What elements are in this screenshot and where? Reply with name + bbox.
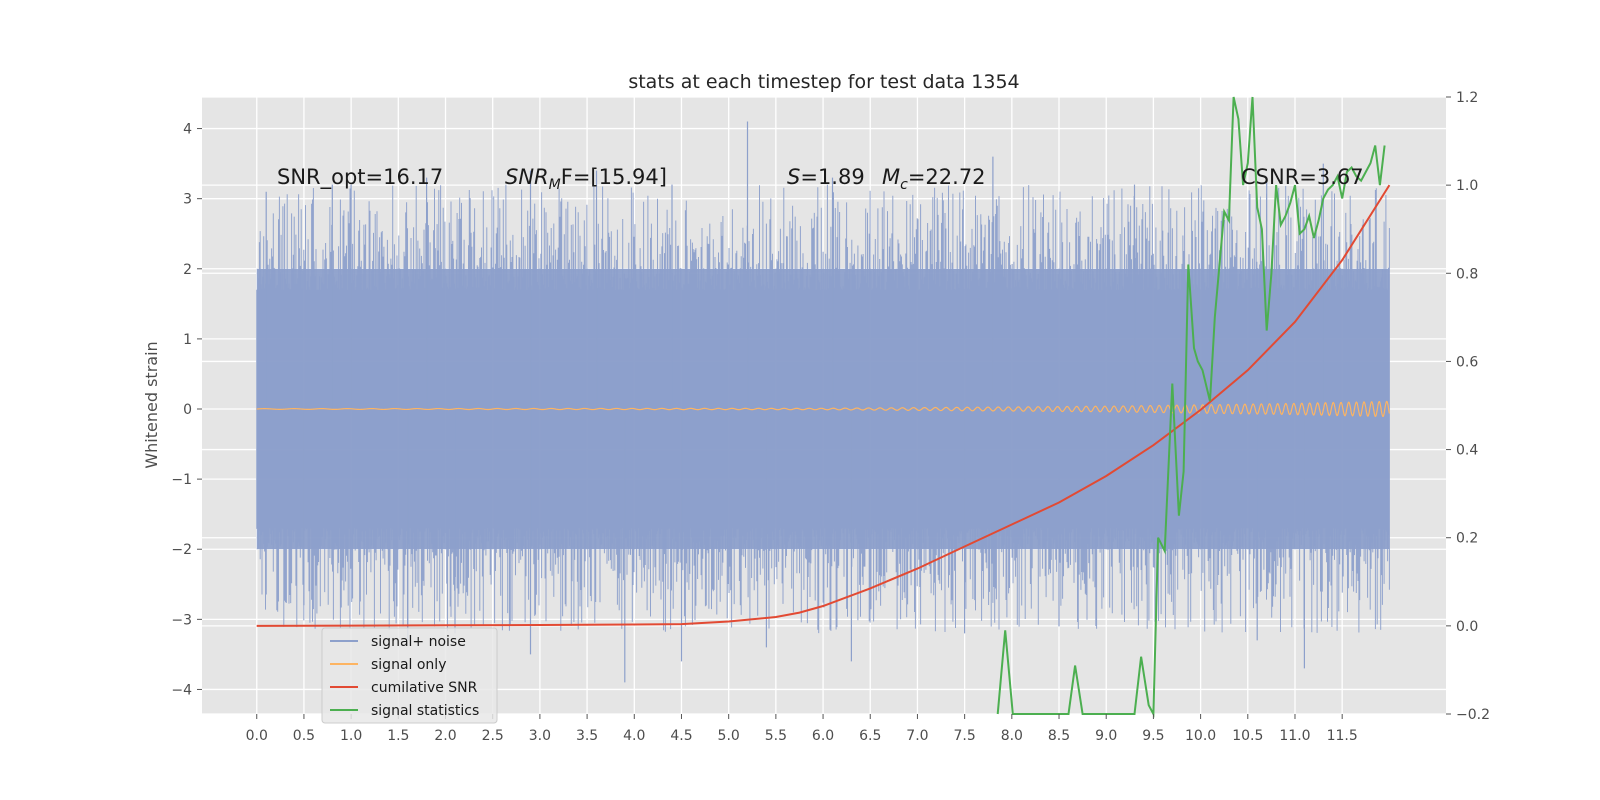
x-tick-label: 8.0	[1001, 728, 1023, 744]
x-tick-label: 7.0	[906, 728, 928, 744]
snr-mf-main: SNR	[505, 165, 549, 189]
x-tick-label: 6.0	[812, 728, 834, 744]
y2-axis-ticks: −0.2 0.0 0.2 0.4 0.6 0.8 1.0 1.2	[1446, 90, 1490, 723]
x-tick-label: 11.0	[1279, 728, 1310, 744]
x-tick-label: 7.5	[954, 728, 976, 744]
x-tick-label: 1.0	[340, 728, 362, 744]
y2-tick-label: 0.2	[1456, 531, 1478, 547]
annotations: SNR_opt=16.17 SNRMF=[15.94] S=1.89 Mc=22…	[277, 165, 1364, 193]
y2-tick-label: 0.4	[1456, 443, 1478, 459]
x-tick-label: 9.5	[1142, 728, 1164, 744]
x-tick-label: 1.5	[387, 728, 409, 744]
x-tick-label: 4.5	[670, 728, 692, 744]
y-tick-label: −3	[171, 612, 192, 628]
y-tick-label: 1	[183, 332, 192, 348]
x-tick-label: 4.0	[623, 728, 645, 744]
signal-statistics-line	[996, 96, 1386, 718]
x-tick-label: 9.0	[1095, 728, 1117, 744]
x-tick-label: 11.5	[1327, 728, 1358, 744]
cumulative-snr-line	[256, 184, 1391, 627]
mc-sub: c	[900, 177, 908, 193]
legend-box	[321, 627, 498, 724]
y2-tick-label: −0.2	[1456, 707, 1490, 723]
legend: signal+ noise signal only cumilative SNR…	[321, 627, 498, 724]
snr-mf-sub: M	[549, 177, 561, 193]
x-tick-label: 5.0	[718, 728, 740, 744]
annotation-snr-mf: SNRMF=[15.94]	[505, 165, 667, 193]
y-tick-label: 0	[183, 402, 192, 418]
mc-val: =22.72	[908, 165, 986, 189]
y-tick-label: 2	[183, 262, 192, 278]
x-tick-label: 10.5	[1232, 728, 1263, 744]
mc-var: M	[882, 165, 900, 189]
legend-label-signal-statistics: signal statistics	[371, 703, 479, 719]
y-tick-label: −2	[171, 542, 192, 558]
signal-noise-peaks	[265, 121, 1324, 683]
s-val: =1.89	[800, 165, 864, 189]
x-tick-label: 8.5	[1048, 728, 1070, 744]
x-tick-label: 10.0	[1185, 728, 1216, 744]
x-tick-label: 3.0	[529, 728, 551, 744]
x-tick-label: 0.5	[293, 728, 315, 744]
line-series	[256, 96, 1391, 718]
y2-tick-label: 0.6	[1456, 354, 1478, 370]
y2-tick-label: 1.0	[1456, 178, 1478, 194]
x-axis-ticks: 0.0 0.5 1.0 1.5 2.0 2.5 3.0 3.5 4.0 4.5 5.0 5.5 6.0 6…	[246, 714, 1358, 744]
snr-mf-rest: F=[15.94]	[561, 165, 667, 189]
x-tick-label: 2.5	[482, 728, 504, 744]
annotation-csnr: CSNR=3.67	[1241, 165, 1364, 189]
y2-tick-label: 1.2	[1456, 90, 1478, 106]
x-tick-label: 3.5	[576, 728, 598, 744]
s-var: S	[787, 165, 800, 189]
annotation-mc: Mc=22.72	[882, 165, 986, 193]
x-tick-label: 0.0	[246, 728, 268, 744]
y-axis-label: Whitened strain	[142, 341, 161, 468]
y-tick-label: −4	[171, 682, 192, 698]
y-tick-label: −1	[171, 472, 192, 488]
x-tick-label: 2.0	[434, 728, 456, 744]
y-tick-label: 4	[183, 122, 192, 138]
annotation-snr-opt: SNR_opt=16.17	[277, 165, 443, 190]
legend-label-cumulative-snr: cumilative SNR	[371, 680, 478, 696]
annotation-s: S=1.89	[787, 165, 865, 189]
chart-title: stats at each timestep for test data 135…	[628, 71, 1019, 93]
y-axis-ticks: −4 −3 −2 −1 0 1 2 3 4	[171, 122, 202, 698]
y2-tick-label: 0.0	[1456, 619, 1478, 635]
y-tick-label: 3	[183, 192, 192, 208]
x-tick-label: 5.5	[765, 728, 787, 744]
y2-tick-label: 0.8	[1456, 266, 1478, 282]
x-tick-label: 6.5	[859, 728, 881, 744]
legend-label-signal-only: signal only	[371, 657, 446, 673]
legend-label-signal-noise: signal+ noise	[371, 634, 466, 650]
